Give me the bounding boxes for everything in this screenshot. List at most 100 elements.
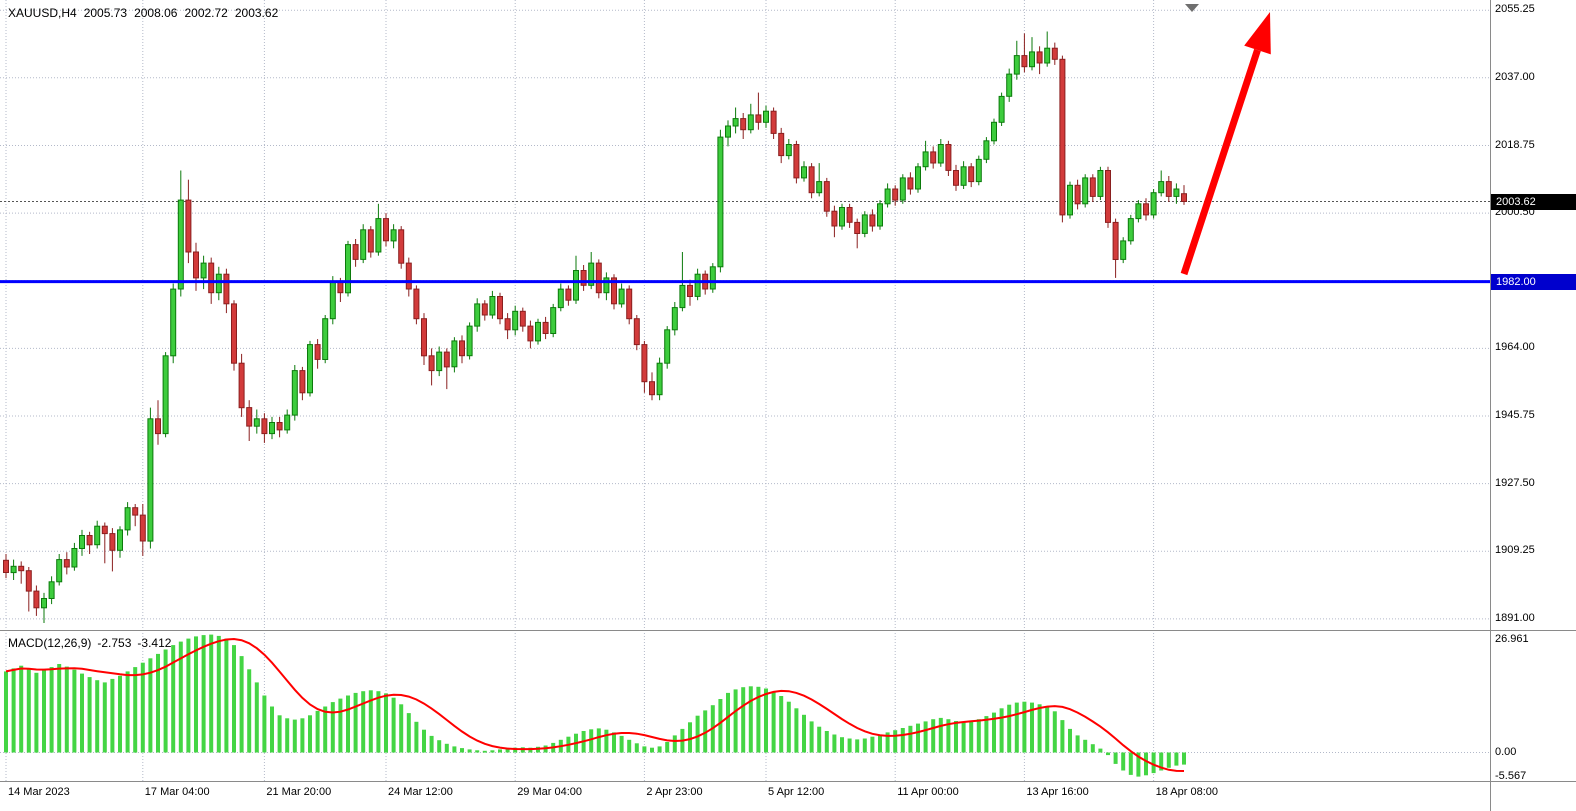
macd-histogram-bar	[1007, 704, 1012, 753]
candle-body	[398, 229, 405, 264]
macd-histogram-bar	[999, 708, 1004, 753]
candle-body	[725, 125, 731, 138]
candle-body	[869, 214, 876, 227]
macd-histogram-bar	[688, 722, 692, 753]
macd-histogram-bar	[57, 664, 62, 753]
price-axis[interactable]	[1491, 0, 1576, 781]
macd-histogram-bar	[133, 667, 138, 753]
candle-body	[519, 310, 526, 327]
trend-arrow-shaft[interactable]	[1180, 48, 1261, 276]
current-price-badge: 2003.62	[1491, 193, 1576, 210]
candle-body	[641, 344, 648, 383]
candle-body	[63, 559, 70, 568]
macd-histogram-bar	[809, 721, 814, 753]
candle-body	[687, 284, 693, 297]
macd-histogram-bar	[756, 686, 761, 753]
macd-histogram-bar	[893, 730, 898, 753]
candle-body	[360, 229, 367, 260]
candle-body	[25, 570, 32, 592]
candle-body	[535, 321, 541, 342]
macd-histogram-bar	[916, 723, 920, 753]
candle-body	[846, 207, 853, 223]
candle-body	[1067, 184, 1073, 216]
macd-histogram-bar	[361, 691, 366, 753]
candle-body	[504, 318, 511, 331]
candle-body	[1013, 55, 1020, 75]
macd-histogram-bar	[209, 634, 214, 753]
macd-histogram-bar	[1068, 728, 1072, 753]
candle-body	[1097, 170, 1104, 197]
candle-body	[1143, 203, 1149, 216]
object-anchor-icon[interactable]	[1185, 4, 1199, 12]
macd-histogram-bar	[102, 682, 107, 753]
macd-histogram-bar	[1037, 704, 1042, 753]
candle-body	[466, 325, 473, 357]
candle-body	[595, 262, 602, 294]
macd-histogram-bar	[938, 717, 943, 753]
candle-body	[497, 296, 503, 320]
candle-body	[975, 158, 982, 183]
candle-body	[626, 288, 633, 320]
macd-histogram-bar	[178, 641, 183, 753]
macd-histogram-bar	[292, 719, 297, 753]
time-axis[interactable]	[0, 782, 1490, 811]
macd-histogram-bar	[764, 688, 768, 753]
price-chart-surface[interactable]	[0, 0, 1490, 630]
candle-body	[831, 210, 838, 227]
macd-histogram-bar	[1166, 752, 1171, 768]
candle-body	[238, 362, 245, 409]
macd-histogram-bar	[308, 715, 312, 753]
macd-histogram-bar	[589, 729, 594, 753]
candle-body	[1112, 221, 1119, 260]
macd-histogram-bar	[437, 740, 442, 753]
candle-body	[1173, 188, 1180, 197]
macd-histogram-bar	[300, 718, 305, 753]
candle-body	[459, 340, 465, 357]
macd-histogram-bar	[931, 719, 936, 753]
trend-arrow-head[interactable]	[1244, 12, 1271, 55]
macd-histogram-bar	[976, 719, 981, 753]
macd-histogram-bar	[34, 672, 39, 753]
macd-histogram-bar	[285, 718, 290, 753]
macd-histogram-bar	[11, 668, 16, 753]
macd-histogram-bar	[528, 747, 533, 753]
macd-histogram-bar	[923, 721, 928, 753]
candle-body	[253, 418, 260, 427]
macd-histogram-bar	[672, 735, 677, 753]
candle-body	[1089, 177, 1096, 197]
candle-body	[709, 266, 716, 290]
candle-body	[322, 318, 329, 361]
macd-histogram-bar	[862, 738, 867, 753]
macd-histogram-bar	[26, 669, 31, 753]
candle-body	[101, 525, 108, 535]
candle-body	[193, 251, 199, 279]
hline-price-badge: 1982.00	[1491, 273, 1576, 290]
macd-histogram-bar	[323, 706, 328, 753]
macd-histogram-bar	[148, 658, 153, 753]
macd-histogram-bar	[855, 739, 860, 753]
candle-body	[527, 325, 534, 342]
candle-body	[884, 188, 891, 205]
candle-body	[109, 533, 116, 551]
candle-body	[155, 418, 161, 435]
macd-histogram-bar	[42, 670, 46, 753]
macd-histogram-bar	[612, 732, 616, 753]
macd-histogram-bar	[505, 748, 510, 753]
macd-panel-surface[interactable]	[0, 632, 1490, 781]
macd-histogram-bar	[1014, 702, 1019, 753]
macd-histogram-bar	[460, 748, 464, 753]
candle-body	[443, 351, 450, 368]
candle-body	[801, 166, 807, 179]
candle-body	[71, 548, 78, 568]
macd-histogram-bar	[1045, 706, 1050, 753]
macd-histogram-bar	[376, 691, 381, 753]
macd-histogram-bar	[429, 735, 434, 753]
macd-histogram-bar	[346, 695, 350, 753]
macd-histogram-bar	[1098, 748, 1103, 753]
candle-body	[808, 166, 815, 194]
candle-body	[861, 214, 868, 234]
macd-histogram-bar	[733, 689, 738, 753]
candle-body	[611, 277, 617, 305]
macd-histogram-bar	[254, 682, 259, 753]
candle-body	[1059, 58, 1066, 216]
